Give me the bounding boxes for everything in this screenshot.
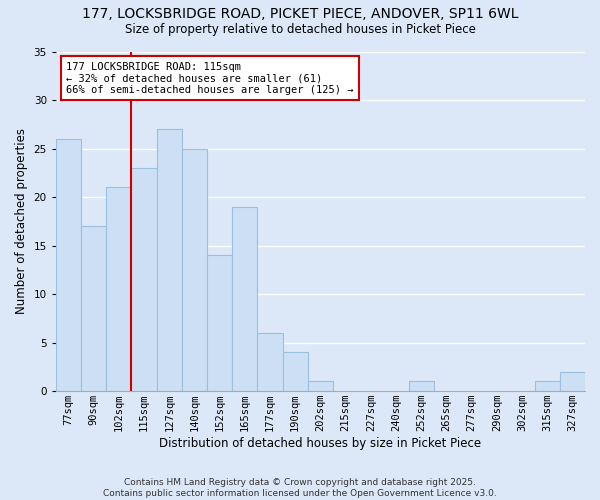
Bar <box>232 207 257 391</box>
Bar <box>283 352 308 391</box>
Text: Contains HM Land Registry data © Crown copyright and database right 2025.
Contai: Contains HM Land Registry data © Crown c… <box>103 478 497 498</box>
Bar <box>409 382 434 391</box>
Bar <box>207 256 232 391</box>
Bar <box>131 168 157 391</box>
Text: 177, LOCKSBRIDGE ROAD, PICKET PIECE, ANDOVER, SP11 6WL: 177, LOCKSBRIDGE ROAD, PICKET PIECE, AND… <box>82 8 518 22</box>
Text: 177 LOCKSBRIDGE ROAD: 115sqm
← 32% of detached houses are smaller (61)
66% of se: 177 LOCKSBRIDGE ROAD: 115sqm ← 32% of de… <box>67 62 354 95</box>
Bar <box>257 333 283 391</box>
X-axis label: Distribution of detached houses by size in Picket Piece: Distribution of detached houses by size … <box>160 437 481 450</box>
Bar <box>157 129 182 391</box>
Bar <box>182 148 207 391</box>
Bar <box>81 226 106 391</box>
Text: Size of property relative to detached houses in Picket Piece: Size of property relative to detached ho… <box>125 22 475 36</box>
Bar <box>560 372 585 391</box>
Bar <box>56 139 81 391</box>
Bar <box>106 188 131 391</box>
Bar <box>308 382 333 391</box>
Y-axis label: Number of detached properties: Number of detached properties <box>15 128 28 314</box>
Bar <box>535 382 560 391</box>
